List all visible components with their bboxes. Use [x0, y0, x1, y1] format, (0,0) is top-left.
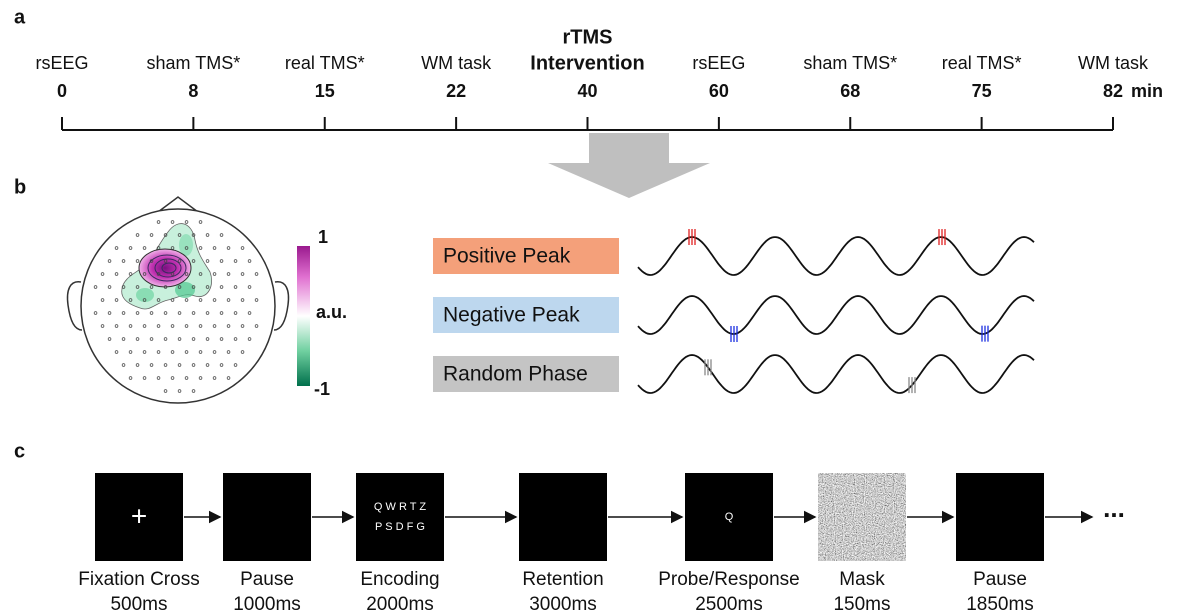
condition-label: Positive Peak — [443, 245, 571, 268]
task-screen — [956, 473, 1044, 561]
step-label: Pause — [973, 569, 1027, 590]
colorbar — [297, 246, 310, 386]
event-time: 68 — [840, 81, 860, 101]
step-duration: 150ms — [833, 594, 890, 615]
phase-wave — [638, 237, 1034, 275]
mask-screen — [818, 473, 906, 561]
panel-label: b — [14, 176, 26, 198]
event-label: Intervention — [530, 52, 644, 74]
event-label: rsEEG — [692, 53, 745, 73]
head-topography — [68, 197, 289, 403]
step-duration: 500ms — [110, 594, 167, 615]
step-label: Probe/Response — [658, 569, 800, 590]
event-time: 15 — [315, 81, 335, 101]
colorbar-max: 1 — [318, 227, 328, 247]
step-label: Mask — [839, 569, 885, 590]
panel-label: c — [14, 440, 25, 462]
phase-wave — [638, 296, 1034, 334]
step-label: Retention — [522, 569, 603, 590]
event-time: 40 — [577, 81, 597, 101]
condition-label: Random Phase — [443, 363, 588, 386]
event-time: 22 — [446, 81, 466, 101]
event-label: sham TMS* — [803, 53, 897, 73]
task-screen — [356, 473, 444, 561]
screen-text: + — [131, 500, 147, 531]
step-duration: 2500ms — [695, 594, 763, 615]
step-duration: 2000ms — [366, 594, 434, 615]
colorbar-min: -1 — [314, 379, 330, 399]
phase-wave — [638, 355, 1034, 393]
task-screen — [519, 473, 607, 561]
condition-label: Negative Peak — [443, 304, 580, 327]
event-label: real TMS* — [942, 53, 1022, 73]
step-duration: 1000ms — [233, 594, 301, 615]
step-duration: 3000ms — [529, 594, 597, 615]
step-duration: 1850ms — [966, 594, 1034, 615]
task-screen — [223, 473, 311, 561]
event-time: 75 — [972, 81, 992, 101]
step-label: Pause — [240, 569, 294, 590]
event-label: WM task — [421, 53, 492, 73]
event-time: 60 — [709, 81, 729, 101]
event-label: rTMS — [563, 26, 613, 48]
panel-label: a — [14, 6, 26, 28]
continuation: ... — [1103, 493, 1125, 523]
event-time: 82 — [1103, 81, 1123, 101]
event-label: sham TMS* — [147, 53, 241, 73]
event-label: real TMS* — [285, 53, 365, 73]
colorbar-label: a.u. — [316, 302, 347, 322]
event-time: 0 — [57, 81, 67, 101]
event-time: 8 — [188, 81, 198, 101]
screen-text: Q — [725, 511, 734, 523]
screen-text: Q W R T Z — [374, 501, 426, 513]
event-label: rsEEG — [35, 53, 88, 73]
intervention-arrow — [548, 133, 710, 198]
figure: a b c rsEEG 0 sham TMS* 8 real TMS* 15 WM task 22 r… — [0, 0, 1184, 615]
event-label: WM task — [1078, 53, 1149, 73]
screen-text: P S D F G — [375, 521, 425, 533]
step-label: Fixation Cross — [78, 569, 199, 590]
step-label: Encoding — [360, 569, 439, 590]
time-unit: min — [1131, 81, 1163, 101]
